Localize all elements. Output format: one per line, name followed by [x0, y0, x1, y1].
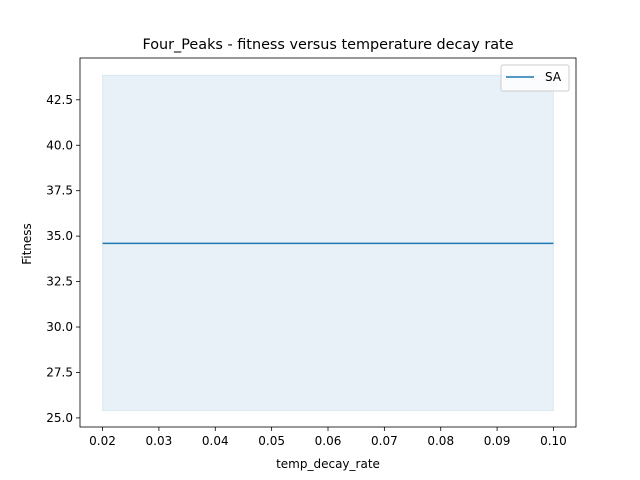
- y-tick-label: 30.0: [46, 320, 73, 334]
- y-tick-label: 37.5: [46, 184, 73, 198]
- legend-label-sa: SA: [545, 70, 562, 84]
- y-tick-label: 32.5: [46, 275, 73, 289]
- legend: SA: [500, 64, 570, 92]
- y-tick-label: 35.0: [46, 229, 73, 243]
- x-tick-label: 0.08: [427, 434, 454, 448]
- x-tick-label: 0.06: [315, 434, 342, 448]
- y-tick-label: 40.0: [46, 138, 73, 152]
- legend-box: [500, 64, 570, 92]
- x-tick-label: 0.09: [484, 434, 511, 448]
- x-tick-label: 0.07: [371, 434, 398, 448]
- y-tick-label: 25.0: [46, 411, 73, 425]
- y-axis-label: Fitness: [20, 223, 34, 265]
- x-tick-label: 0.03: [146, 434, 173, 448]
- x-axis-label: temp_decay_rate: [276, 457, 380, 471]
- x-tick-label: 0.02: [89, 434, 116, 448]
- x-tick-label: 0.04: [202, 434, 229, 448]
- x-tick-label: 0.10: [540, 434, 567, 448]
- chart-title: Four_Peaks - fitness versus temperature …: [142, 37, 513, 53]
- y-tick-label: 42.5: [46, 93, 73, 107]
- x-tick-label: 0.05: [258, 434, 285, 448]
- y-tick-label: 27.5: [46, 365, 73, 379]
- plot-area: 0.02 0.03 0.04 0.05 0.06 0.07 0.08 0.09 0.10 25.0…: [46, 57, 577, 448]
